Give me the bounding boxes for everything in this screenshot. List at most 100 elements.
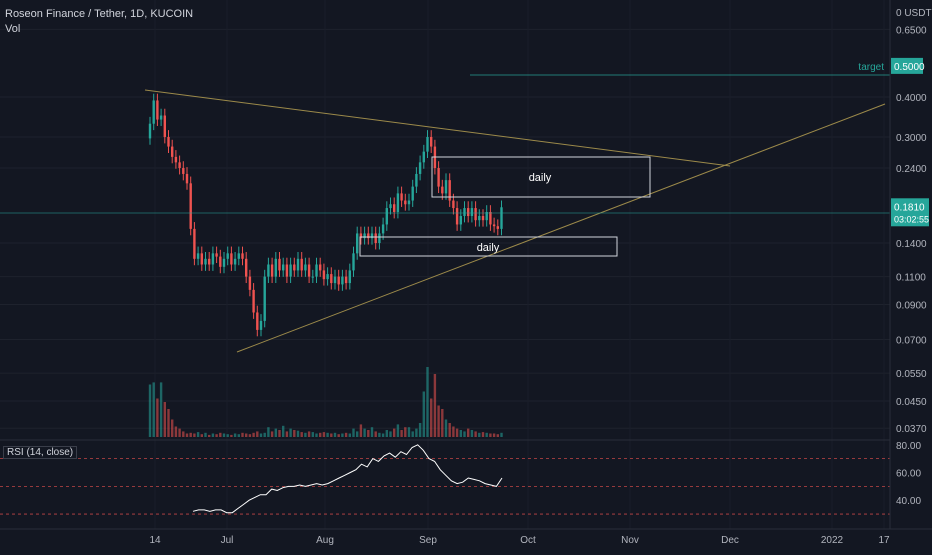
volume-bar [467, 428, 470, 437]
volume-bar [348, 433, 351, 437]
candle-body [444, 180, 448, 194]
candle-countdown: 03:02:55 [894, 214, 929, 224]
volume-bar [241, 432, 244, 437]
upper-box-label: daily [529, 172, 552, 184]
volume-bar [274, 428, 277, 437]
volume-bar [478, 432, 481, 437]
candle-body [178, 162, 181, 169]
volume-bar [359, 424, 363, 437]
volume-bar [226, 434, 229, 437]
candle-body [430, 136, 433, 147]
volume-bar [252, 432, 255, 437]
volume-bar [356, 431, 359, 437]
volume-bar [444, 419, 448, 437]
volume-bar [448, 423, 451, 437]
candle-body [282, 264, 285, 271]
volume-bar [270, 431, 274, 437]
candle-body [422, 151, 425, 163]
lower-box-label: daily [477, 242, 500, 254]
volume-bar [433, 374, 437, 437]
volume-bar [393, 428, 396, 437]
volume-bar [178, 428, 181, 437]
volume-bar [315, 433, 318, 437]
candle-body [189, 183, 192, 229]
volume-bar [452, 426, 455, 437]
volume-bar [148, 384, 152, 437]
volume-indicator-label: Vol [5, 23, 21, 35]
volume-bar [159, 382, 163, 437]
candle-body [193, 228, 196, 259]
candle-body [381, 224, 385, 234]
candle-body [418, 162, 422, 174]
time-tick-label: Sep [419, 535, 437, 546]
grid-layer [0, 28, 890, 429]
candle-body [470, 208, 474, 217]
candle-body [348, 270, 351, 284]
volume-bar [330, 433, 333, 437]
candle-body [304, 264, 307, 271]
candle-body [167, 136, 170, 147]
candle-body [211, 253, 215, 265]
volume-bar [311, 432, 314, 437]
candle-body [204, 258, 207, 265]
candle-body [326, 274, 329, 280]
price-tick-label: 0.1100 [896, 273, 926, 284]
candle-body [363, 233, 366, 239]
chart-title: Roseon Finance / Tether, 1D, KUCOIN [5, 8, 194, 20]
candle-body [263, 276, 266, 321]
volume-bar [485, 432, 488, 437]
candle-body [396, 193, 400, 212]
volume-bar [418, 423, 422, 437]
volume-bar [389, 431, 392, 437]
candle-body [356, 233, 359, 254]
volume-bar [426, 367, 429, 437]
volume-bar [263, 432, 266, 437]
candle-body [478, 216, 481, 221]
volume-bar [370, 427, 374, 437]
last-price-value: 0.1810 [894, 202, 925, 213]
volume-bar [381, 433, 385, 437]
candle-body [415, 173, 418, 187]
volume-bar [363, 428, 366, 437]
volume-bar [285, 431, 289, 437]
candle-body [389, 204, 392, 209]
volume-bar [215, 434, 218, 437]
rsi-tick-label: 60.00 [896, 468, 921, 479]
volume-bar [470, 430, 474, 437]
volume-bar [455, 428, 459, 437]
price-tick-label: 0.1400 [896, 239, 927, 250]
candle-body [459, 216, 462, 225]
volume-bar [385, 430, 388, 437]
volume-bar [437, 405, 440, 437]
candle-body [274, 258, 277, 277]
volume-bar [481, 432, 485, 437]
candle-body [208, 258, 211, 265]
candle-body [230, 253, 233, 265]
price-tick-label: 0.2400 [896, 164, 927, 175]
target-label: target [858, 62, 884, 73]
volume-bar [211, 433, 215, 437]
rsi-line [192, 444, 503, 514]
candle-body [344, 276, 348, 284]
volume-bar [171, 419, 174, 437]
volume-bar [293, 430, 296, 437]
price-tick-label: 0.0450 [896, 397, 927, 408]
candle-body [463, 208, 466, 217]
candle-body [270, 264, 274, 277]
candle-body [307, 264, 311, 277]
candle-body [289, 264, 292, 277]
volume-bar [463, 431, 466, 437]
target-price-value: 0.5000 [894, 62, 925, 73]
volume-bar [492, 433, 496, 437]
time-tick-label: Nov [621, 535, 639, 546]
volume-bar [489, 433, 492, 437]
volume-bar [267, 427, 270, 437]
rsi-indicator-label[interactable]: RSI (14, close) [3, 446, 78, 459]
volume-bar [193, 433, 196, 437]
volume-bar [430, 398, 433, 437]
upper-trendline [144, 89, 731, 167]
volume-bar [459, 430, 462, 437]
volume-layer [148, 367, 503, 437]
